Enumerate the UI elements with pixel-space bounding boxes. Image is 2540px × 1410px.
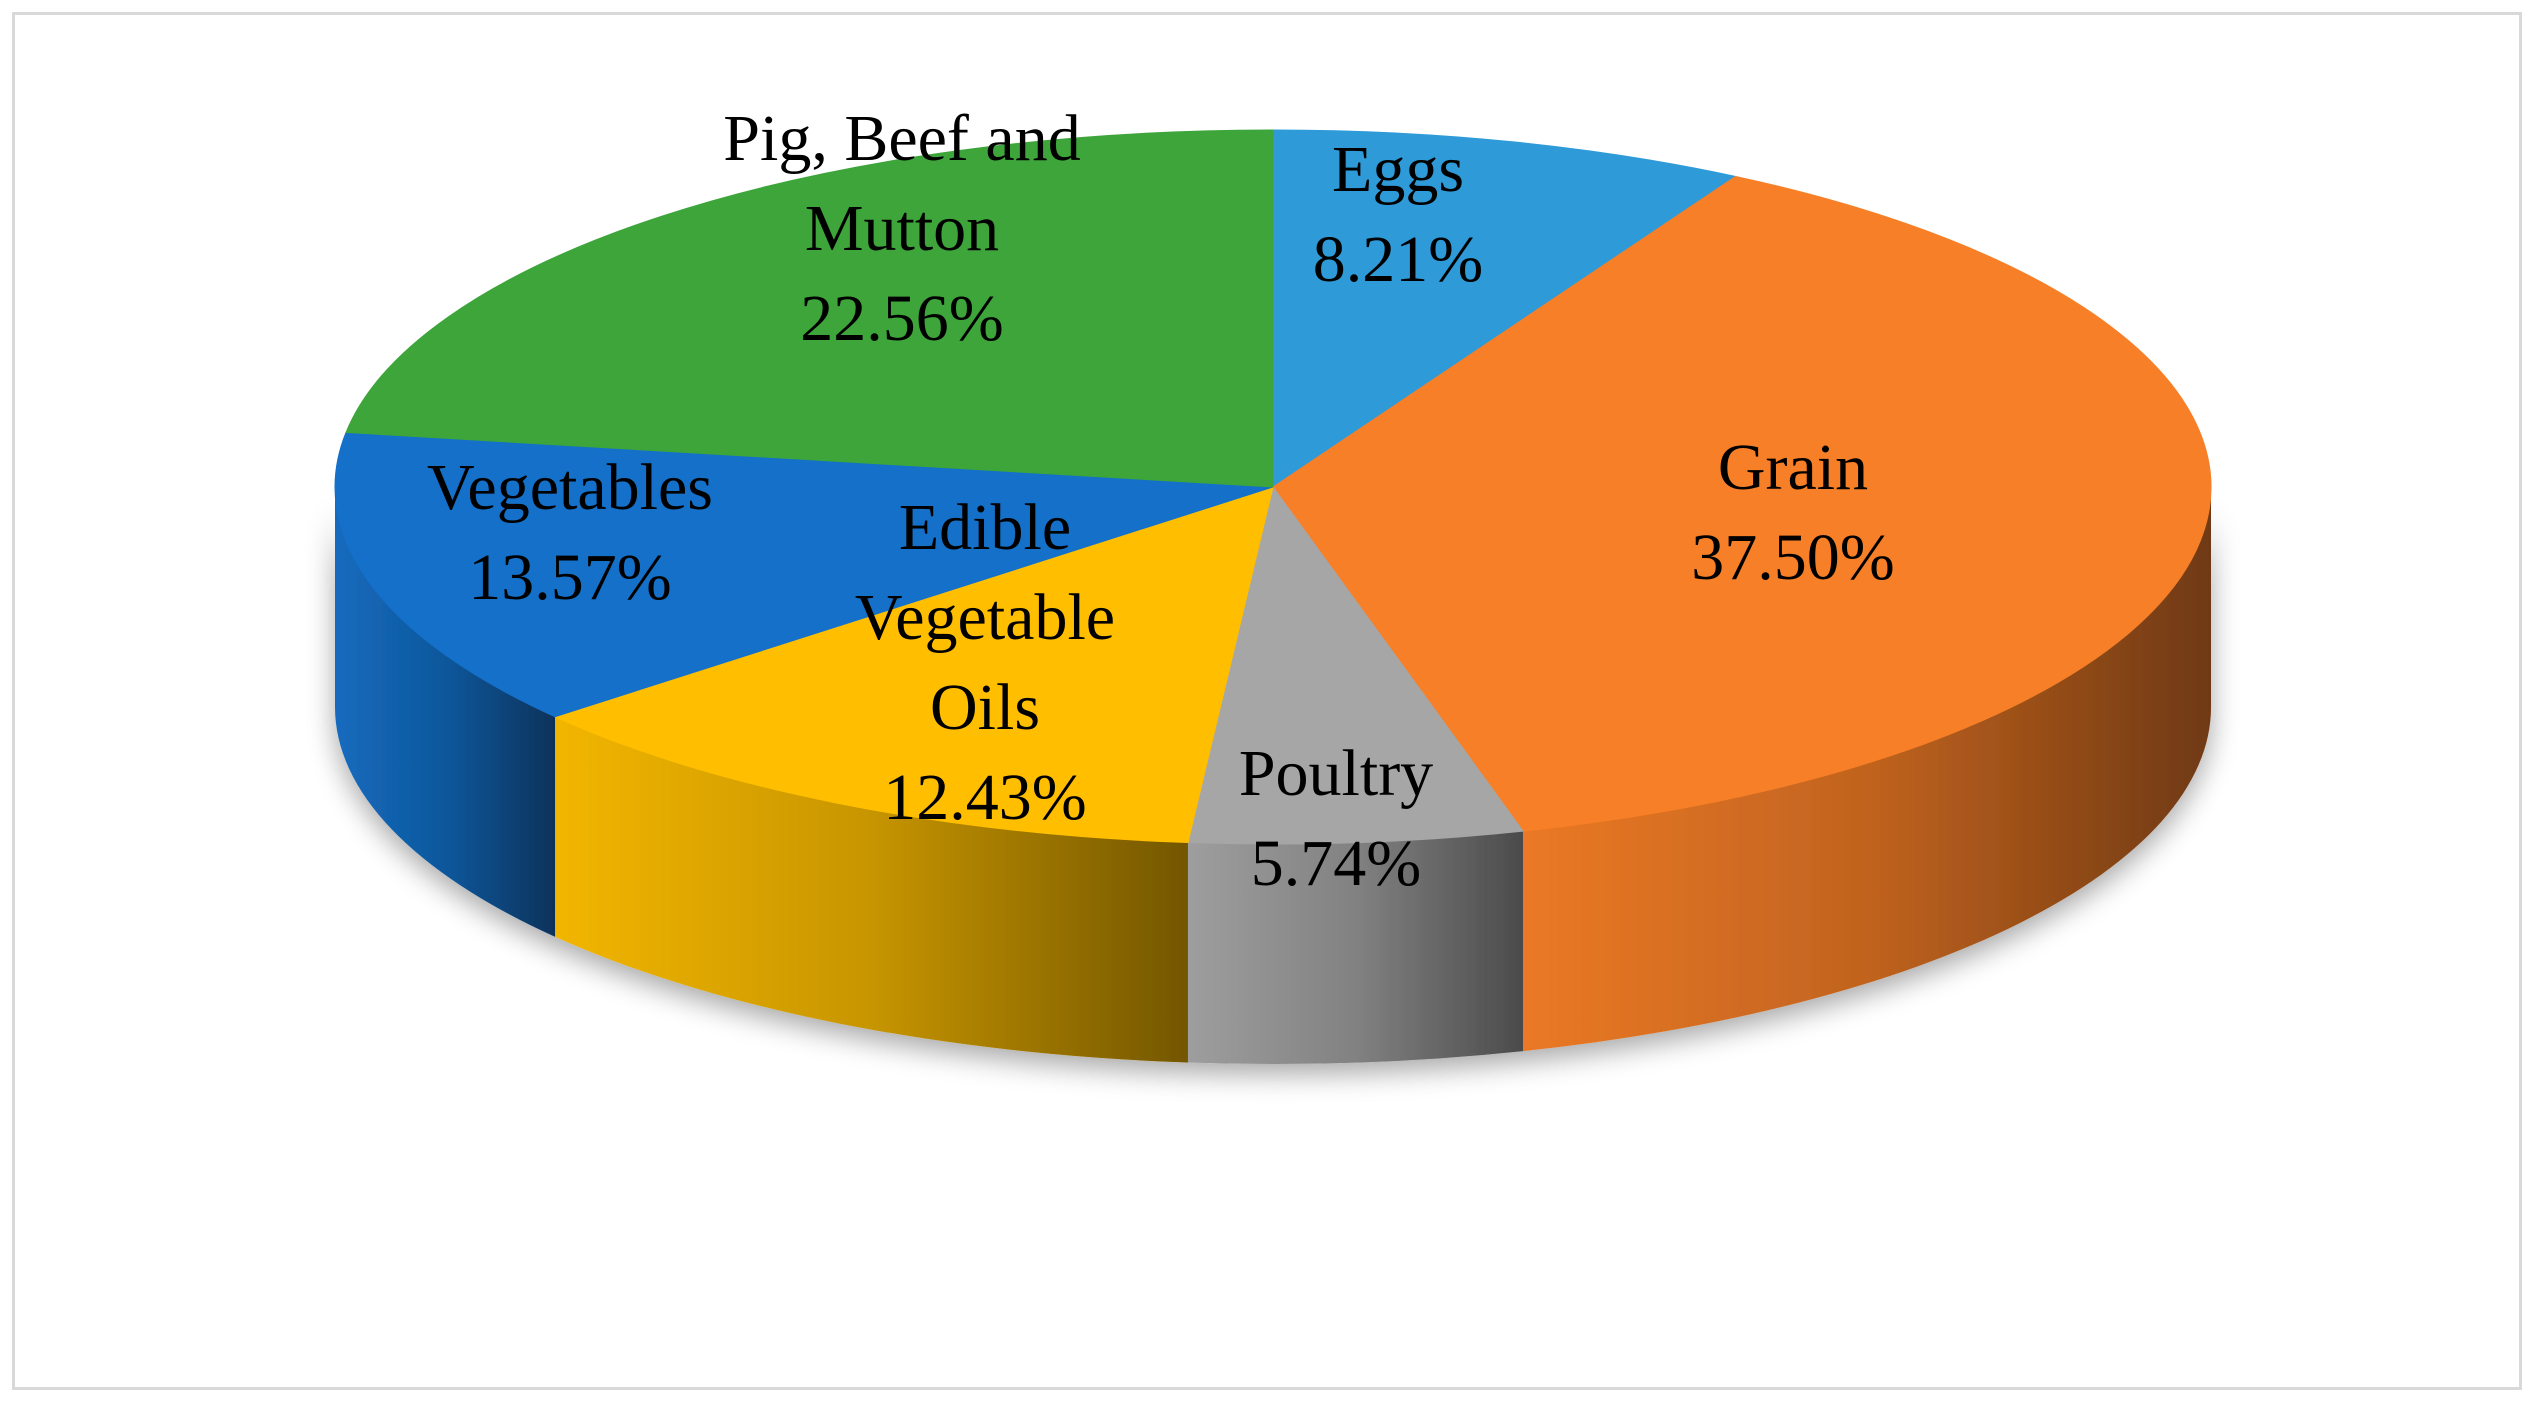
pie-tops — [334, 129, 2212, 845]
data-label-category: Poultry — [1239, 737, 1433, 810]
data-label-category: Edible — [899, 491, 1071, 564]
data-label-vegetables: Vegetables 13.57% — [427, 451, 713, 614]
data-label-edible-vegetable-oils: Edible Vegetable Oils 12.43% — [855, 491, 1115, 834]
data-label-value: 5.74% — [1251, 827, 1421, 900]
data-label-value: 13.57% — [468, 541, 671, 614]
slice-pig-beef-and-mutton — [345, 129, 1274, 488]
slice-side-shade-poultry — [1187, 831, 1524, 1064]
slice-poultry — [1187, 485, 1524, 845]
slice-side-shade-edible-vegetable-oils — [555, 716, 1188, 1063]
data-label-value: 12.43% — [883, 761, 1086, 834]
data-label-grain: Grain 37.50% — [1691, 431, 1894, 594]
data-label-category: Oils — [930, 671, 1040, 744]
data-label-pig-beef-and-mutton: Pig, Beef and Mutton 22.56% — [723, 102, 1080, 355]
data-label-value: 37.50% — [1691, 521, 1894, 594]
data-label-value: 22.56% — [800, 282, 1003, 355]
slice-eggs — [1272, 129, 1737, 488]
data-label-poultry: Poultry 5.74% — [1239, 737, 1433, 900]
data-label-category: Vegetable — [855, 581, 1115, 654]
data-label-category: Grain — [1718, 431, 1868, 504]
pie-sides — [335, 487, 2211, 1064]
slice-side-shade-grain — [1523, 487, 2211, 1052]
slice-grain — [1272, 175, 2212, 832]
data-label-category: Vegetables — [427, 451, 713, 524]
slice-vegetables — [334, 431, 1274, 718]
data-label-category: Eggs — [1332, 133, 1464, 206]
pie-labels: Eggs 8.21% Grain 37.50% Poultry 5.74% Edible Ve… — [427, 102, 1895, 900]
data-label-category: Mutton — [805, 192, 999, 265]
data-label-value: 8.21% — [1313, 223, 1483, 296]
data-label-category: Pig, Beef and — [723, 102, 1080, 175]
slice-edible-vegetable-oils — [553, 486, 1274, 844]
slice-side-shade-vegetables — [335, 487, 556, 937]
data-label-eggs: Eggs 8.21% — [1313, 133, 1483, 296]
